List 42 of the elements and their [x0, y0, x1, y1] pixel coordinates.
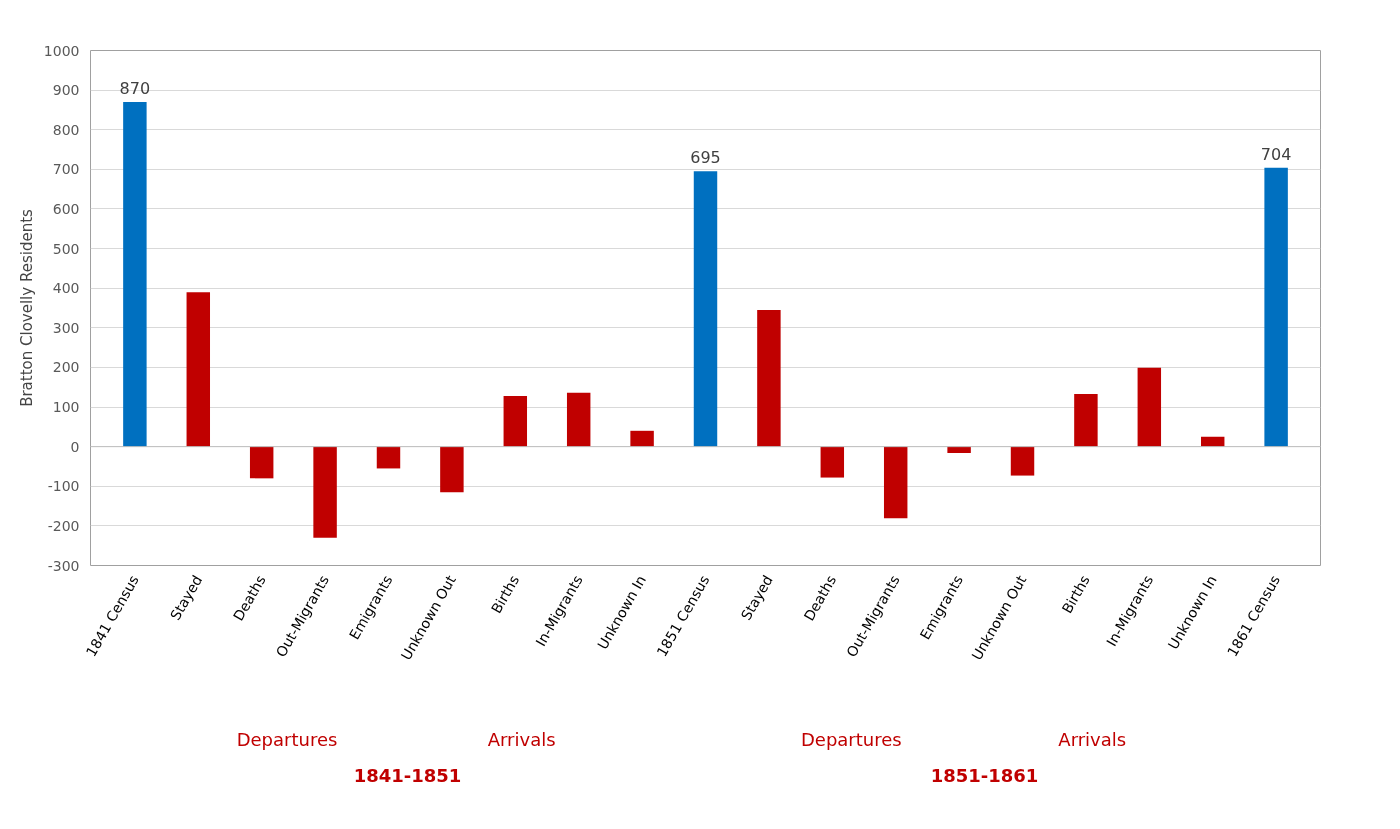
y-tick-label: -200 [47, 517, 80, 534]
y-tick-label: 700 [52, 161, 80, 178]
bar [1010, 446, 1035, 476]
text: Departures [236, 729, 338, 750]
y-tick-label: 600 [52, 200, 80, 217]
bar [630, 430, 654, 447]
y-axis-title: Bratton Clovelly Residents [17, 208, 36, 407]
y-tick-label: 300 [52, 319, 80, 336]
text: 1841-1851 [353, 765, 462, 786]
bar [693, 171, 718, 447]
y-tick-label: -300 [47, 557, 80, 574]
bar [186, 292, 211, 447]
data-label: 704 [1260, 144, 1292, 164]
bar [947, 446, 971, 453]
bar [249, 446, 274, 479]
data-label: 870 [119, 79, 151, 98]
bar [566, 392, 591, 447]
bar [1137, 367, 1162, 447]
text: Arrivals [1058, 729, 1127, 750]
bar [313, 446, 337, 538]
y-tick-label: 500 [52, 240, 80, 257]
y-tick-label: 400 [52, 280, 80, 297]
y-tick-label: 0 [70, 438, 80, 455]
text: 1851-1861 [930, 765, 1039, 786]
y-tick-label: 900 [52, 82, 80, 99]
y-tick-label: 800 [52, 121, 80, 138]
bar [503, 395, 528, 447]
bar [123, 102, 147, 447]
bar [440, 446, 464, 493]
bar [757, 309, 781, 447]
text: Departures [800, 729, 902, 750]
data-label: 695 [690, 148, 721, 168]
bar [820, 446, 845, 478]
y-tick-label: 1000 [43, 42, 80, 59]
bar [1074, 393, 1098, 447]
text: Arrivals [487, 729, 556, 750]
bar [376, 446, 401, 469]
y-tick-label: 100 [52, 399, 80, 416]
y-tick-label: -100 [47, 478, 80, 495]
bar [883, 446, 908, 519]
bar [1264, 167, 1288, 447]
y-tick-label: 200 [52, 359, 80, 376]
